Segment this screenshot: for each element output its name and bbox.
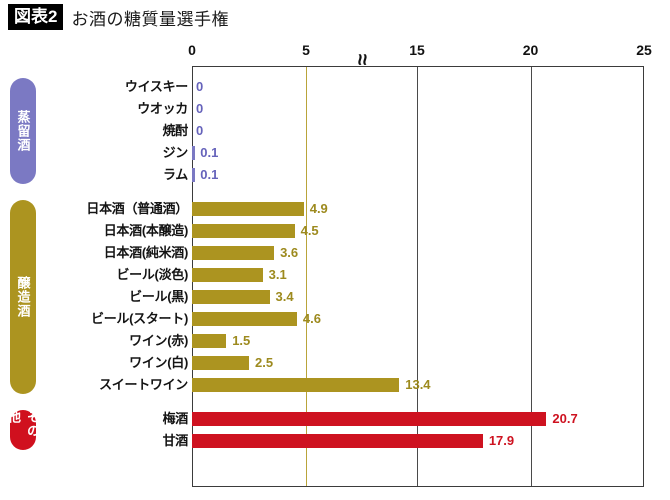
bar <box>192 412 547 426</box>
axis-break-icon: ≈ <box>350 53 373 64</box>
bar-row-label: ビール(黒) <box>129 289 188 304</box>
bar-row-label: ワイン(赤) <box>129 333 188 348</box>
bar-row: 日本酒(本醸造) 4.5 <box>0 220 670 242</box>
bar-row: ビール(黒) 3.4 <box>0 286 670 308</box>
bar-value-label: 3.6 <box>280 245 299 260</box>
gridline-15 <box>417 67 418 486</box>
bar-value-label: 0.1 <box>200 145 219 160</box>
bar <box>192 378 400 392</box>
bar-row: ウオッカ 0 <box>0 98 670 120</box>
page-title: お酒の糖質量選手権 <box>71 9 229 29</box>
gridline-5 <box>306 67 307 486</box>
bar-value-label: 3.4 <box>275 289 294 304</box>
bar-row-label: 日本酒(純米酒) <box>103 245 189 260</box>
bar <box>192 268 263 282</box>
bar-row: 日本酒（普通酒） 4.9 <box>0 198 670 220</box>
x-tick-25: 25 <box>636 42 652 58</box>
x-tick-0: 0 <box>188 42 196 58</box>
bar-row: スイートワイン 13.4 <box>0 374 670 396</box>
bar-value-label: 0 <box>196 123 204 138</box>
bar-row: ビール(淡色) 3.1 <box>0 264 670 286</box>
group-badge-醸造酒: 醸造酒 <box>10 200 36 394</box>
bar-value-label: 3.1 <box>268 267 287 282</box>
bar-row-label: ウオッカ <box>137 101 188 116</box>
bar-row-label: ビール(スタート) <box>91 311 188 326</box>
bar-row: ウイスキー 0 <box>0 76 670 98</box>
bar-row-label: スイートワイン <box>99 377 188 392</box>
bar-row: 焼酎 0 <box>0 120 670 142</box>
bar <box>192 434 483 448</box>
group-badge-蒸留酒: 蒸留酒 <box>10 78 36 184</box>
x-tick-20: 20 <box>522 42 539 58</box>
figure-badge: 図表2 <box>8 4 64 30</box>
bar <box>192 356 249 370</box>
bar <box>192 290 270 304</box>
bar <box>192 202 304 216</box>
bar-row: ラム 0.1 <box>0 164 670 186</box>
bar-row-label: ラム <box>162 167 188 182</box>
chart-area: 0 5 15 20 25 ≈ 蒸留酒 醸造酒 その他 ウイスキー 0 ウオッカ 0 焼酎 0 ジン 0.1 ラ… <box>0 34 670 500</box>
bar <box>192 334 227 348</box>
bar-row: ビール(スタート) 4.6 <box>0 308 670 330</box>
bar-row-label: ワイン(白) <box>129 355 188 370</box>
x-tick-15: 15 <box>409 42 425 58</box>
bar-value-label: 17.9 <box>488 433 515 448</box>
bar-row-label: 焼酎 <box>162 123 189 138</box>
bar-value-label: 13.4 <box>405 377 431 392</box>
x-tick-5: 5 <box>302 42 310 58</box>
bar-value-label: 4.5 <box>300 223 319 238</box>
gridline-20 <box>530 67 532 486</box>
bar-value-label: 4.6 <box>302 311 321 326</box>
bar <box>192 168 195 182</box>
bar-row: ジン 0.1 <box>0 142 670 164</box>
bar-row: ワイン(赤) 1.5 <box>0 330 670 352</box>
bar-row-label: ジン <box>162 145 189 160</box>
bar-value-label: 0.1 <box>200 167 219 182</box>
bar-row-label: ウイスキー <box>124 79 188 94</box>
bar <box>192 312 297 326</box>
bar-row-label: ビール(淡色) <box>116 267 188 282</box>
bar-row: 甘酒 17.9 <box>0 430 670 452</box>
title-bar: 図表2 お酒の糖質量選手権 <box>0 0 670 34</box>
bar <box>192 224 295 238</box>
bar-value-label: 20.7 <box>552 411 578 426</box>
bar-row: 梅酒 20.7 <box>0 408 670 430</box>
bar <box>192 146 195 160</box>
bar-row-label: 梅酒 <box>162 411 189 426</box>
bar-row: ワイン(白) 2.5 <box>0 352 670 374</box>
bar-row-label: 甘酒 <box>162 433 189 448</box>
bar-row-label: 日本酒(本醸造) <box>103 223 189 238</box>
bar-value-label: 1.5 <box>232 333 251 348</box>
bar-row-label: 日本酒（普通酒） <box>86 201 188 216</box>
bar-value-label: 4.9 <box>309 201 328 216</box>
bar <box>192 246 275 260</box>
bar-value-label: 0 <box>196 101 204 116</box>
bar-value-label: 2.5 <box>255 355 274 370</box>
bar-value-label: 0 <box>196 79 204 94</box>
bar-row: 日本酒(純米酒) 3.6 <box>0 242 670 264</box>
